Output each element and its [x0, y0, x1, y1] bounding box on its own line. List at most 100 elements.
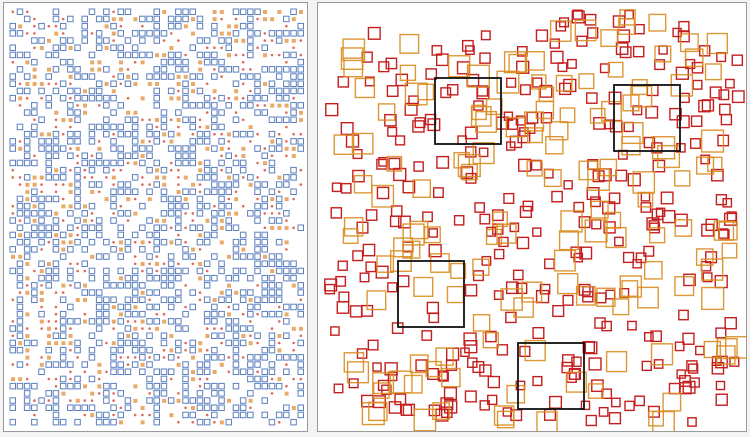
blue-square-mark [275, 202, 283, 210]
red-dot-mark [141, 327, 144, 330]
blue-square-mark [232, 382, 240, 390]
red-square-mark [330, 326, 340, 336]
blue-square-mark [268, 368, 276, 375]
red-dot-mark [292, 197, 295, 201]
orange-square-mark [212, 89, 217, 94]
orange-square-mark [662, 392, 682, 412]
orange-square-mark [133, 398, 138, 403]
red-square-mark [648, 220, 660, 231]
blue-square-mark [283, 30, 290, 37]
orange-square-mark [119, 247, 123, 252]
blue-square-mark [182, 94, 189, 102]
red-square-mark [668, 382, 681, 395]
blue-square-mark [182, 202, 189, 210]
orange-square-mark [68, 46, 73, 50]
orange-square-mark [205, 146, 210, 151]
blue-square-mark [67, 361, 74, 368]
orange-square-mark [342, 38, 366, 62]
red-dot-mark [112, 183, 115, 186]
blue-square-mark [261, 181, 268, 188]
blue-square-mark [182, 382, 189, 390]
blue-square-mark [232, 368, 240, 375]
red-square-mark [493, 248, 505, 260]
red-dot-mark [112, 168, 115, 172]
orange-square-mark [169, 139, 174, 144]
red-dot-mark [220, 46, 223, 50]
blue-square-mark [175, 318, 182, 325]
red-square-mark [658, 45, 668, 55]
orange-square-mark [155, 118, 159, 122]
blue-square-mark [268, 166, 276, 174]
blue-square-mark [225, 217, 232, 224]
blue-square-mark [74, 138, 81, 145]
blue-square-mark [38, 397, 45, 404]
orange-square-mark [119, 420, 123, 425]
orange-square-mark [291, 38, 296, 43]
orange-square-mark [47, 334, 51, 338]
red-square-mark [372, 362, 382, 372]
red-dot-mark [97, 190, 101, 194]
blue-square-mark [88, 346, 96, 354]
red-dot-mark [270, 204, 274, 208]
orange-square-mark [412, 179, 432, 199]
red-square-mark [481, 255, 492, 266]
blue-square-mark [139, 310, 146, 318]
blue-square-mark [275, 66, 283, 73]
red-dot-mark [11, 10, 15, 14]
blue-square-mark [59, 174, 67, 181]
orange-square-mark [25, 355, 30, 360]
blue-square-mark [153, 22, 160, 30]
red-dot-mark [263, 226, 267, 230]
red-dot-mark [18, 104, 22, 107]
red-square-mark [580, 400, 591, 411]
blue-square-mark [146, 397, 153, 404]
orange-square-mark [47, 38, 51, 43]
orange-square-mark [637, 286, 659, 309]
blue-square-mark [146, 267, 153, 275]
blue-square-mark [9, 418, 16, 426]
blue-square-mark [139, 339, 146, 347]
red-dot-mark [69, 377, 72, 381]
red-dot-mark [112, 75, 115, 78]
orange-square-mark [68, 182, 73, 187]
blue-square-mark [59, 418, 67, 426]
red-dot-mark [234, 53, 238, 57]
blue-square-mark [52, 15, 60, 23]
blue-square-mark [124, 246, 132, 253]
orange-square-mark [212, 370, 217, 374]
red-square-mark [557, 62, 568, 73]
blue-square-mark [110, 368, 117, 375]
red-dot-mark [256, 370, 259, 374]
blue-square-mark [175, 325, 182, 332]
orange-square-mark [162, 218, 167, 223]
blue-square-mark [203, 231, 211, 239]
orange-square-mark [513, 297, 534, 318]
orange-square-mark [97, 384, 102, 389]
orange-square-mark [299, 118, 303, 122]
red-dot-mark [292, 226, 295, 230]
blue-square-mark [95, 94, 103, 102]
orange-square-mark [446, 285, 465, 304]
blue-square-mark [153, 404, 160, 411]
blue-square-mark [67, 246, 74, 253]
orange-square-mark [25, 334, 30, 338]
blue-square-mark [225, 289, 232, 296]
highlight-box [434, 77, 502, 145]
orange-square-mark [277, 377, 282, 382]
blue-square-mark [275, 217, 283, 224]
red-square-mark [548, 395, 563, 409]
blue-square-mark [38, 145, 45, 152]
blue-square-mark [167, 368, 175, 375]
orange-square-mark [372, 382, 390, 399]
blue-square-mark [275, 282, 283, 289]
orange-square-mark [508, 53, 528, 73]
red-square-mark [485, 330, 497, 343]
red-dot-mark [263, 168, 267, 172]
red-square-mark [608, 412, 622, 425]
red-dot-mark [191, 262, 195, 266]
orange-square-mark [453, 151, 470, 169]
red-dot-mark [169, 118, 173, 122]
orange-square-mark [277, 175, 282, 180]
blue-square-mark [103, 282, 110, 289]
blue-square-mark [275, 138, 283, 145]
